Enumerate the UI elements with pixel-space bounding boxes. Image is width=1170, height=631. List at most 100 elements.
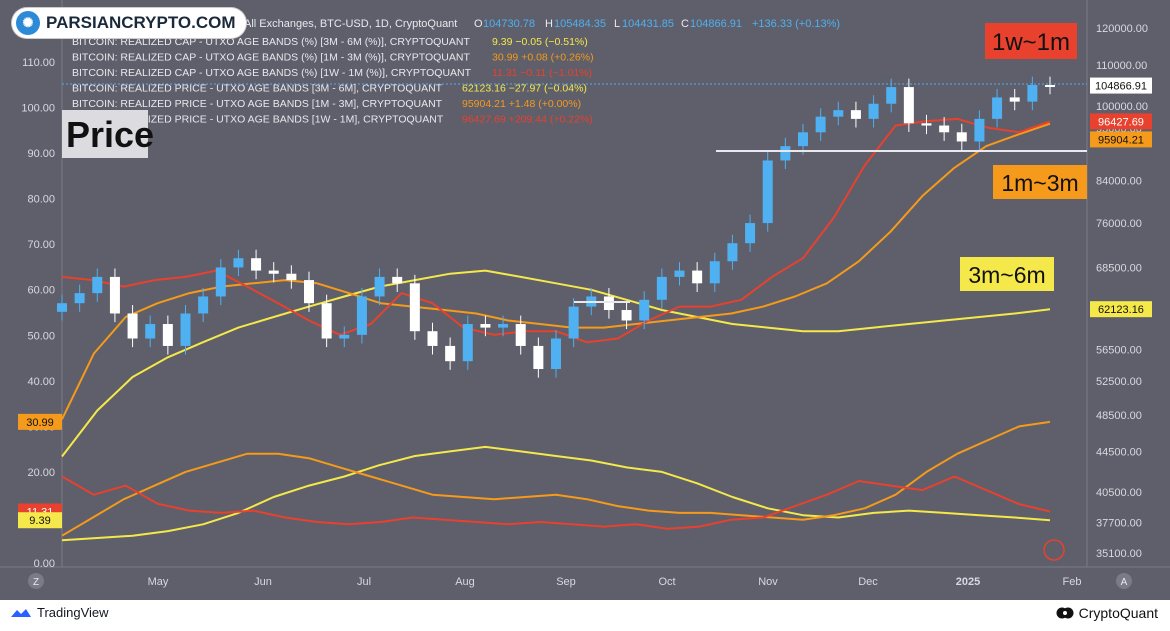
right-tick-label: 48500.00: [1096, 410, 1142, 422]
candle-body: [427, 331, 438, 346]
price-candles: [57, 76, 1055, 378]
time-axis-band: [0, 567, 1170, 597]
symbol-text: All Exchanges, BTC-USD, 1D, CryptoQuant: [244, 18, 457, 30]
time-tick-label: Jul: [357, 576, 371, 588]
open-value: 104730.78: [483, 18, 535, 30]
brand-name: PARSIANCRYPTO.COM: [46, 13, 236, 32]
low-value: 104431.85: [622, 18, 674, 30]
candle-body: [145, 324, 156, 339]
zoom-button[interactable]: [28, 573, 44, 589]
footer-bar: [0, 600, 1170, 631]
candle-body: [462, 324, 473, 362]
price-annotation-box: [62, 110, 148, 158]
candle-body: [409, 283, 420, 332]
candle-body: [656, 276, 667, 300]
event-marker-icon[interactable]: [1043, 539, 1065, 561]
legend-value: 9.39 −0.05 (−0.51%): [492, 36, 588, 48]
candle-body: [745, 223, 756, 244]
auto-scale-button[interactable]: [1116, 573, 1132, 589]
candle-body: [321, 303, 332, 339]
series-line-0: [61, 445, 1051, 542]
candle-body: [392, 276, 403, 284]
candle-body: [850, 110, 861, 119]
left-tick-label: 110.00: [22, 57, 55, 69]
legend-value: 95904.21 +1.48 (+0.00%): [462, 98, 581, 110]
price-annotation-text: Price: [66, 114, 154, 155]
candle-body: [639, 299, 650, 321]
candle-body: [956, 132, 967, 142]
right-tick-label: 52500.00: [1096, 376, 1142, 388]
candle-body: [198, 296, 209, 314]
axis-value-markers: 30.9911.319.39104866.9196427.6995904.216…: [18, 77, 1152, 529]
candle-body: [692, 270, 703, 284]
right-tick-label: 56500.00: [1096, 345, 1142, 357]
candle-body: [180, 313, 191, 346]
ohlc-header: All Exchanges, BTC-USD, 1D, CryptoQuant …: [244, 18, 840, 30]
callout-1m-3m-box: [993, 165, 1087, 199]
callout-1w-1m-box: [985, 23, 1077, 59]
candle-body: [762, 160, 773, 224]
time-tick-label: Nov: [758, 576, 778, 588]
tradingview-icon: [11, 608, 31, 617]
legend-label: BITCOIN: REALIZED CAP - UTXO AGE BANDS (…: [72, 52, 470, 64]
left-tick-label: 70.00: [27, 239, 55, 251]
low-label: L: [614, 18, 620, 30]
axis-marker-label: 95904.21: [1098, 134, 1144, 146]
axis-marker-label: 96427.69: [1098, 116, 1144, 128]
axis-marker-box: [18, 413, 62, 430]
left-tick-label: 80.00: [27, 194, 55, 206]
candle-body: [498, 324, 509, 328]
legend-label: BITCOIN: REALIZED PRICE - UTXO AGE BANDS…: [72, 83, 443, 95]
callout-3m-6m: 3m~6m: [968, 262, 1045, 288]
candle-body: [886, 87, 897, 104]
candle-body: [709, 261, 720, 284]
candle-body: [833, 110, 844, 117]
legend-value: 11.31 −0.11 (−1.01%): [492, 67, 592, 79]
candle-body: [304, 280, 314, 304]
cryptoquant-text: CryptoQuant: [1078, 605, 1158, 621]
close-value: 104866.91: [690, 18, 742, 30]
brand-logo-icon: ✺: [16, 11, 40, 35]
legend-value: 62123.16 −27.97 (−0.04%): [462, 83, 587, 95]
candle-body: [798, 132, 808, 147]
left-tick-label: 60.00: [27, 285, 55, 297]
legend-value: 96427.69 +209.44 (+0.22%): [462, 114, 593, 126]
close-label: C: [681, 18, 689, 30]
legend-label: BITCOIN: REALIZED CAP - UTXO AGE BANDS (…: [72, 67, 472, 79]
candle-body: [1027, 85, 1038, 102]
legend-label: BITCOIN: REALIZED PRICE - UTXO AGE BANDS…: [72, 98, 443, 110]
axis-marker-box: [18, 512, 62, 529]
right-tick-label: 110000.00: [1096, 60, 1147, 72]
candle-body: [868, 103, 879, 119]
time-axis-ticks: May Jun Jul Aug Sep Oct Nov Dec 2025 Feb: [148, 576, 1082, 588]
left-tick-label: 100.00: [21, 103, 55, 115]
left-tick-label: 0.00: [34, 558, 55, 570]
candle-body: [480, 324, 491, 328]
axis-marker-label: 30.99: [26, 417, 54, 429]
open-label: O: [474, 18, 483, 30]
legend-value: 30.99 +0.08 (+0.26%): [492, 52, 594, 64]
candle-body: [815, 116, 826, 133]
right-tick-label: 40500.00: [1096, 487, 1142, 499]
candle-body: [533, 345, 544, 370]
candle-body: [515, 324, 526, 346]
right-tick-label: 44500.00: [1096, 447, 1142, 459]
high-label: H: [545, 18, 553, 30]
time-tick-label: Oct: [658, 576, 675, 588]
candle-body: [603, 296, 614, 311]
tradingview-logo: TradingView: [10, 605, 109, 620]
series-line-1: [61, 420, 1051, 537]
candle-body: [92, 276, 103, 294]
axis-marker-label: 9.39: [29, 515, 50, 527]
right-tick-label: 120000.00: [1096, 23, 1148, 35]
candle-body: [233, 258, 244, 268]
axis-marker-box: [1090, 77, 1152, 94]
zoom-button-label: Z: [33, 577, 39, 588]
legend: BITCOIN: REALIZED CAP - UTXO AGE BANDS (…: [72, 36, 594, 126]
cryptoquant-icon: [1056, 607, 1074, 619]
axis-marker-box: [1090, 113, 1152, 130]
time-tick-label: Jun: [254, 576, 272, 588]
callout-3m-6m-box: [960, 257, 1054, 291]
callout-1m-3m: 1m~3m: [1001, 170, 1078, 196]
